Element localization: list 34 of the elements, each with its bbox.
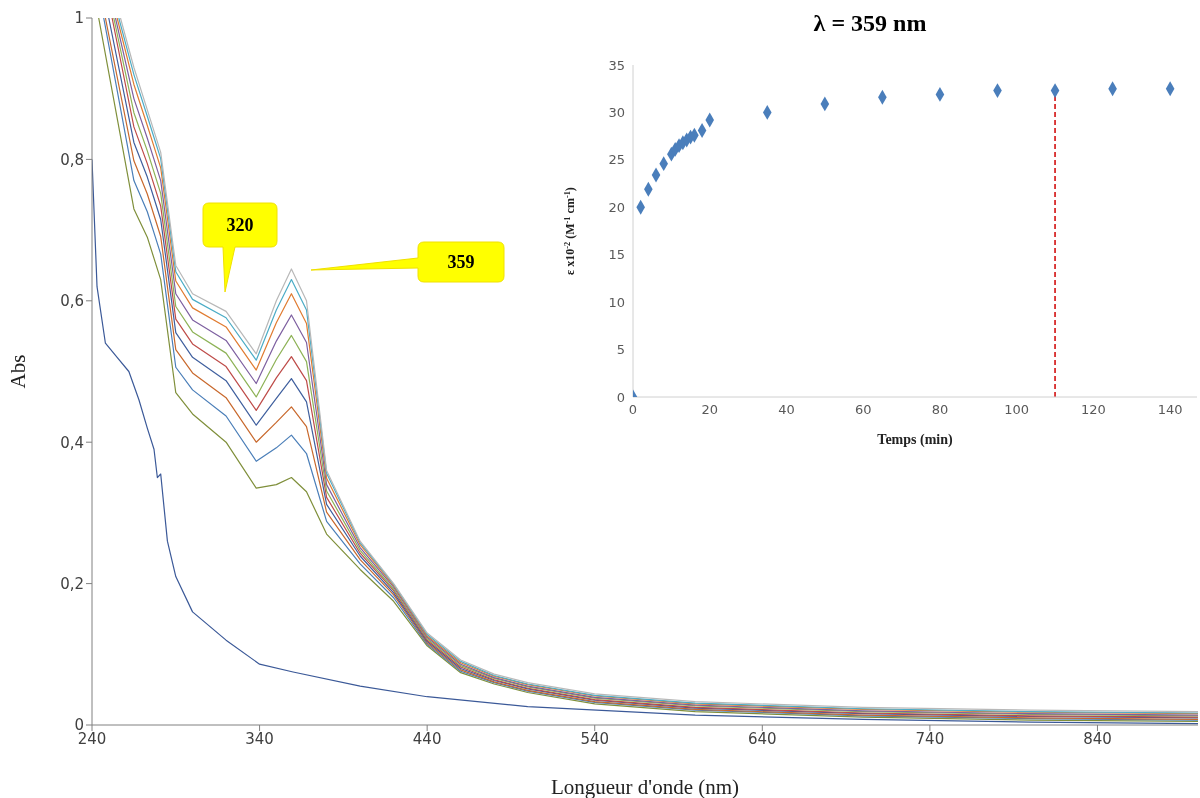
y-tick-label: 25: [608, 152, 625, 168]
annotation: 359: [447, 252, 475, 272]
x-tick-label: 40: [778, 402, 795, 418]
x-tick-label: 20: [701, 402, 719, 418]
chart-title: λ = 359 nm: [812, 10, 928, 37]
y-tick-label: 10: [608, 294, 625, 310]
y-tick-label: 0,8: [60, 150, 84, 169]
x-tick-label: 640: [747, 729, 777, 748]
x-tick-label: 440: [412, 729, 442, 748]
x-tick-label: 0: [628, 402, 638, 418]
x-tick-label: 80: [931, 402, 949, 418]
x-axis-title: Longueur d'onde (nm): [550, 775, 740, 798]
x-tick-label: 840: [1083, 729, 1112, 748]
x-tick-label: 140: [1157, 402, 1183, 418]
x-tick-label: 240: [77, 729, 107, 748]
x-tick-label: 60: [854, 402, 872, 418]
x-tick-label: 340: [245, 729, 274, 748]
y-tick-label: 15: [608, 247, 625, 263]
y-axis-title: Abs: [6, 354, 31, 389]
x-axis-title: Temps (min): [877, 432, 953, 448]
y-tick-label: 20: [608, 199, 625, 215]
x-tick-label: 100: [1004, 402, 1030, 418]
x-tick-label: 120: [1080, 402, 1106, 418]
y-tick-label: 0,4: [60, 433, 84, 452]
y-tick-label: 35: [608, 57, 625, 73]
x-tick-label: 540: [580, 729, 610, 748]
y-tick-label: 1: [74, 9, 84, 28]
annotation: 320: [226, 215, 254, 235]
y-tick-label: 5: [616, 342, 625, 358]
y-tick-label: 0,6: [60, 292, 84, 311]
x-tick-label: 740: [915, 729, 945, 748]
y-tick-label: 30: [608, 105, 625, 121]
y-tick-label: 0: [616, 389, 625, 405]
y-tick-label: 0,2: [60, 574, 84, 593]
